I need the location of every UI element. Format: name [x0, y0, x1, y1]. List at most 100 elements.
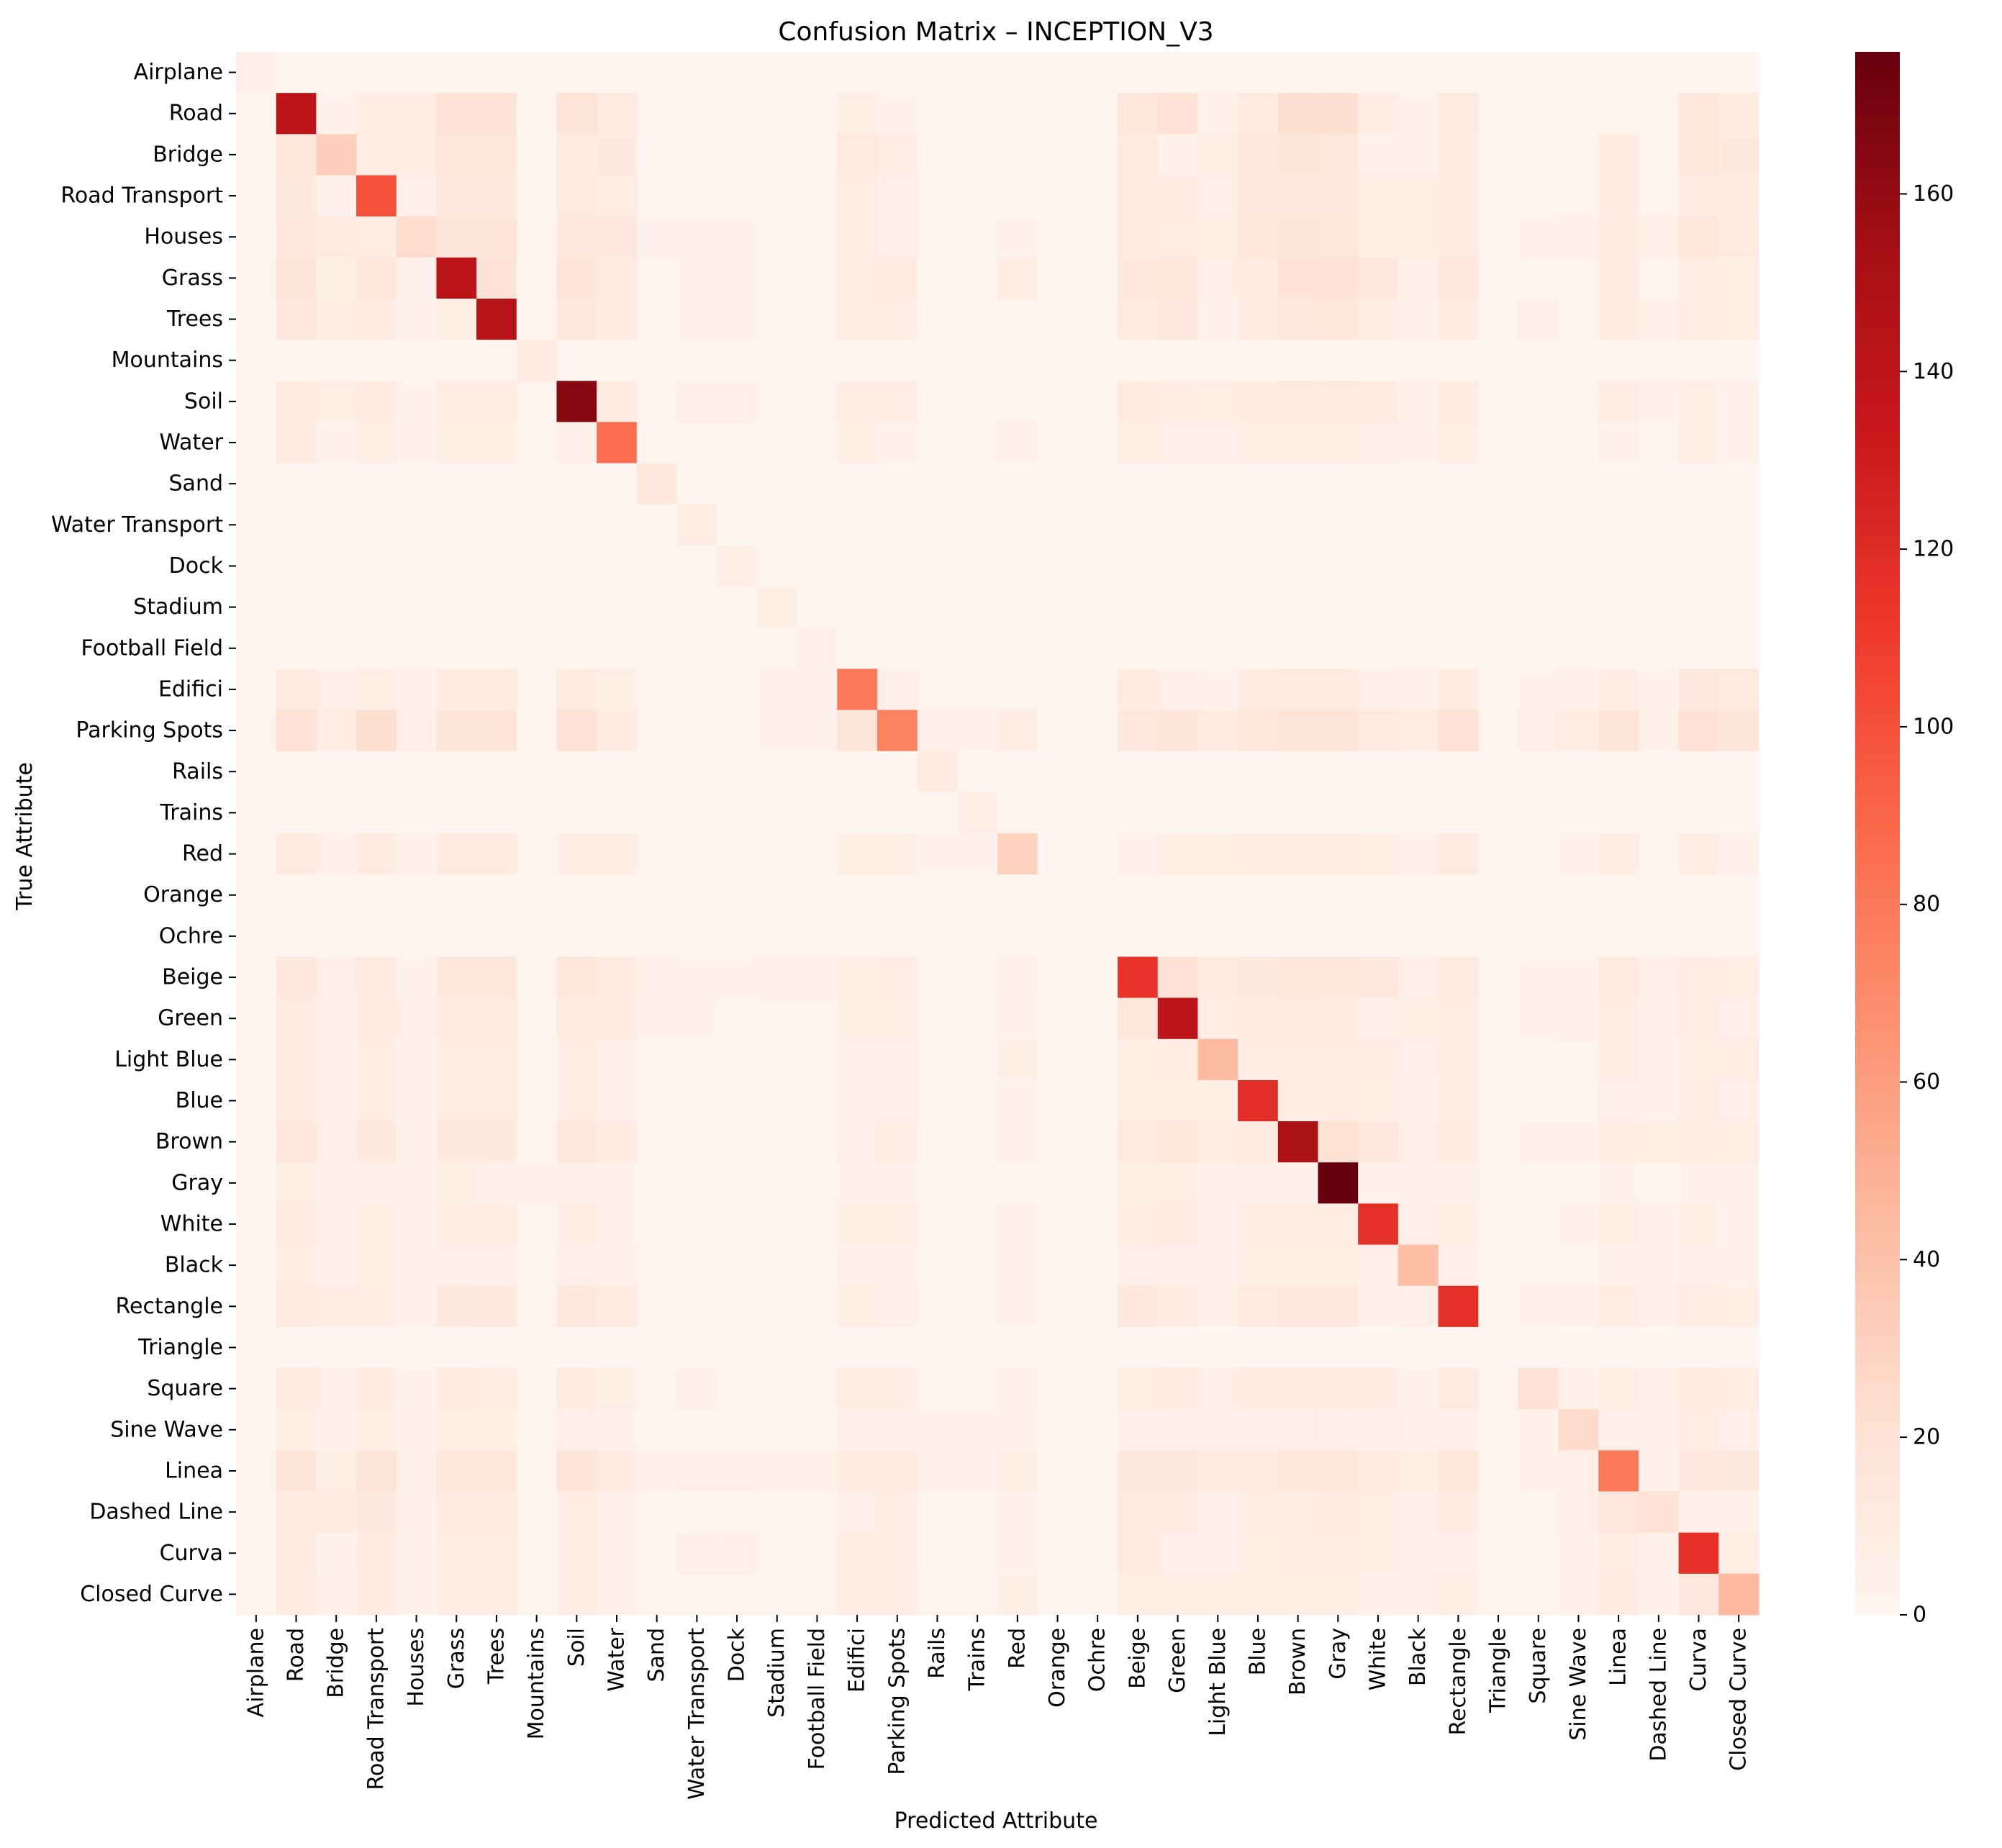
heatmap-cell — [717, 1532, 758, 1575]
heatmap-cell — [1318, 1162, 1359, 1205]
heatmap-cell — [1638, 1079, 1680, 1122]
heatmap-cell — [356, 1038, 397, 1081]
heatmap-cell — [756, 1491, 798, 1534]
heatmap-cell — [756, 545, 798, 587]
heatmap-cell — [597, 1203, 638, 1246]
heatmap-cell — [636, 628, 678, 669]
heatmap-cell — [1718, 134, 1759, 176]
heatmap-cell — [436, 257, 477, 299]
heatmap-cell — [1118, 1450, 1159, 1493]
heatmap-cell — [1558, 93, 1599, 135]
heatmap-cell — [516, 1491, 558, 1534]
heatmap-cell — [1478, 1203, 1519, 1246]
heatmap-cell — [676, 1244, 717, 1287]
heatmap-cell — [597, 1079, 638, 1122]
heatmap-cell — [837, 545, 878, 587]
heatmap-cell — [356, 93, 397, 135]
heatmap-cell — [1318, 1326, 1359, 1369]
heatmap-cell — [316, 669, 357, 711]
heatmap-cell — [1518, 134, 1559, 176]
heatmap-cell — [676, 1285, 717, 1328]
heatmap-cell — [316, 422, 357, 464]
heatmap-cell — [1518, 463, 1559, 505]
heatmap-cell — [1277, 1244, 1319, 1287]
heatmap-cell — [436, 1409, 477, 1451]
heatmap-cell — [636, 298, 678, 340]
heatmap-cell — [476, 1121, 517, 1163]
heatmap-cell — [1157, 463, 1199, 505]
heatmap-cell — [756, 1203, 798, 1246]
heatmap-cell — [957, 1162, 998, 1205]
heatmap-cell — [1438, 1285, 1479, 1328]
chart-title: Confusion Matrix – INCEPTION_V3 — [778, 17, 1213, 47]
heatmap-cell — [396, 545, 438, 587]
heatmap-cell — [957, 1573, 998, 1616]
heatmap-cell — [917, 1368, 958, 1410]
heatmap-cell — [1678, 504, 1719, 546]
heatmap-cell — [797, 1244, 838, 1287]
heatmap-cell — [1598, 298, 1639, 340]
heatmap-cell — [1718, 874, 1759, 916]
x-tick-label: Brown — [1285, 1628, 1310, 1695]
heatmap-cell — [276, 93, 317, 135]
heatmap-cell — [917, 1491, 958, 1534]
heatmap-cell — [356, 833, 397, 875]
heatmap-cell — [1318, 545, 1359, 587]
heatmap-cell — [636, 1162, 678, 1205]
heatmap-cell — [997, 545, 1038, 587]
y-tick-label: Brown — [155, 1129, 223, 1154]
heatmap-cell — [1718, 1573, 1759, 1616]
heatmap-cell — [1398, 1244, 1439, 1287]
heatmap-cell — [1118, 751, 1159, 793]
heatmap-cell — [997, 1532, 1038, 1575]
heatmap-cell — [436, 1326, 477, 1369]
heatmap-cell — [1358, 628, 1399, 669]
heatmap-cell — [276, 710, 317, 752]
heatmap-cell — [1718, 1038, 1759, 1081]
heatmap-cell — [1518, 1203, 1559, 1246]
heatmap-cell — [877, 956, 918, 999]
heatmap-cell — [917, 710, 958, 752]
heatmap-cell — [676, 1079, 717, 1122]
heatmap-cell — [917, 874, 958, 916]
heatmap-cell — [1438, 1573, 1479, 1616]
heatmap-cell — [1318, 874, 1359, 916]
heatmap-cell — [1077, 340, 1118, 381]
heatmap-cell — [797, 463, 838, 505]
heatmap-cell — [1277, 463, 1319, 505]
heatmap-cell — [1157, 216, 1199, 258]
heatmap-cell — [1718, 1491, 1759, 1534]
heatmap-cell — [1197, 1285, 1238, 1328]
heatmap-cell — [1598, 216, 1639, 258]
heatmap-cell — [556, 1368, 597, 1410]
heatmap-cell — [877, 915, 918, 958]
heatmap-cell — [1558, 175, 1599, 217]
heatmap-cell — [1197, 545, 1238, 587]
heatmap-cell — [1678, 1162, 1719, 1205]
heatmap-cell — [476, 134, 517, 176]
heatmap-cell — [476, 710, 517, 752]
heatmap-cell — [917, 956, 958, 999]
heatmap-cell — [917, 628, 958, 669]
heatmap-cell — [1318, 93, 1359, 135]
heatmap-cell — [1678, 915, 1719, 958]
x-tick-label: Gray — [1326, 1628, 1351, 1680]
heatmap-cell — [1118, 1532, 1159, 1575]
heatmap-cell — [1037, 833, 1078, 875]
heatmap-cell — [276, 298, 317, 340]
heatmap-cell — [1398, 833, 1439, 875]
heatmap-cell — [1598, 1038, 1639, 1081]
heatmap-cell — [1358, 792, 1399, 834]
heatmap-cell — [556, 175, 597, 217]
y-axis-label: True Attribute — [12, 762, 37, 911]
heatmap-cell — [1438, 1409, 1479, 1451]
heatmap-cell — [717, 93, 758, 135]
heatmap-cell — [1638, 93, 1680, 135]
heatmap-cell — [1598, 1573, 1639, 1616]
heatmap-cell — [316, 93, 357, 135]
heatmap-cell — [1277, 1162, 1319, 1205]
heatmap-cell — [917, 1162, 958, 1205]
heatmap-cell — [1558, 792, 1599, 834]
heatmap-cell — [556, 997, 597, 1040]
heatmap-cell — [957, 874, 998, 916]
